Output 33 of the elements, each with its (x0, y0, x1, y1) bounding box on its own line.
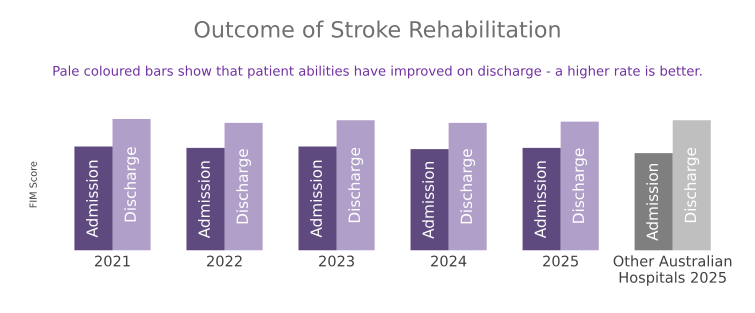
chart-subtitle: Pale coloured bars show that patient abilities have improved on discharge - a higher rate is better. (53, 66, 702, 78)
bar (224, 122, 263, 250)
chart-title: Outcome of Stroke Rehabilitation (194, 20, 560, 38)
text: Admission (86, 160, 98, 238)
text: Admission (422, 162, 434, 239)
x-tick-label: Other Australian Hospitals 2025 (614, 255, 732, 286)
x-tick-label: 2021 (95, 256, 130, 267)
x-tick-label: 2022 (207, 256, 242, 267)
text: Admission (534, 161, 546, 238)
series-label: Admission (646, 164, 658, 241)
x-tick-label: 2023 (319, 256, 354, 267)
bar (560, 122, 599, 250)
text: Admission (310, 160, 322, 238)
text: Discharge (572, 148, 588, 223)
y-axis-title: FIM Score (29, 162, 37, 208)
bar (112, 118, 151, 250)
bar (336, 120, 375, 250)
bar (522, 148, 561, 250)
bar (672, 120, 711, 250)
series-label: Discharge (460, 149, 476, 224)
bar (186, 148, 225, 250)
text: Discharge (236, 149, 251, 224)
x-tick-label: 2025 (543, 256, 578, 267)
text: Discharge (124, 147, 139, 222)
text: Discharge (684, 148, 700, 222)
bar (448, 122, 487, 250)
bar (634, 153, 673, 250)
bar (74, 146, 113, 250)
text: Admission (198, 161, 210, 238)
bar (410, 149, 449, 250)
bar (298, 146, 337, 250)
x-tick-label: 2024 (431, 256, 466, 267)
text: Discharge (348, 148, 364, 222)
